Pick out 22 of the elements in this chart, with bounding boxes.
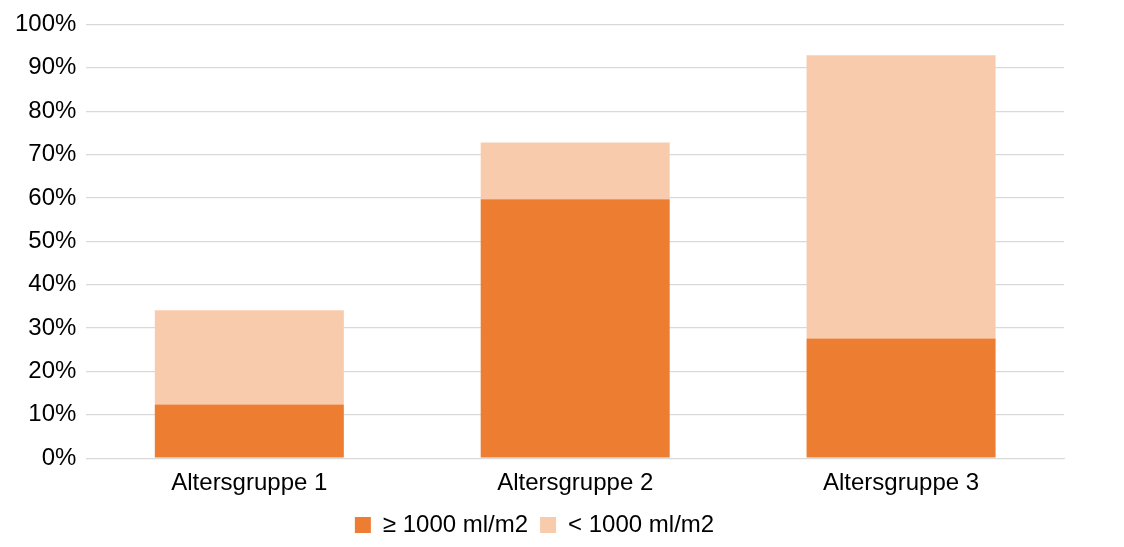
y-tick-label: 60% [28,182,77,210]
y-tick-label: 0% [41,442,77,470]
legend-label: < 1000 ml/m2 [568,509,715,537]
bar [806,55,996,339]
y-tick-label: 70% [28,139,77,167]
y-tick-label: 80% [28,95,77,123]
bar [154,404,344,458]
y-tick-label: 10% [28,399,77,427]
bar [154,310,344,405]
bar [480,199,670,458]
y-tick-label: 90% [28,52,77,80]
y-tick-label: 50% [28,225,77,253]
legend-label: ≥ 1000 ml/m2 [382,509,529,537]
y-tick-label: 20% [28,356,77,384]
bar [806,338,996,458]
x-tick-label: Altersgruppe 2 [497,468,654,496]
y-tick-label: 40% [28,269,77,297]
bar [480,142,670,200]
x-tick-label: Altersgruppe 1 [171,468,328,496]
y-tick-label: 100% [14,9,77,37]
y-tick-label: 30% [28,312,77,340]
x-tick-label: Altersgruppe 3 [823,468,980,496]
